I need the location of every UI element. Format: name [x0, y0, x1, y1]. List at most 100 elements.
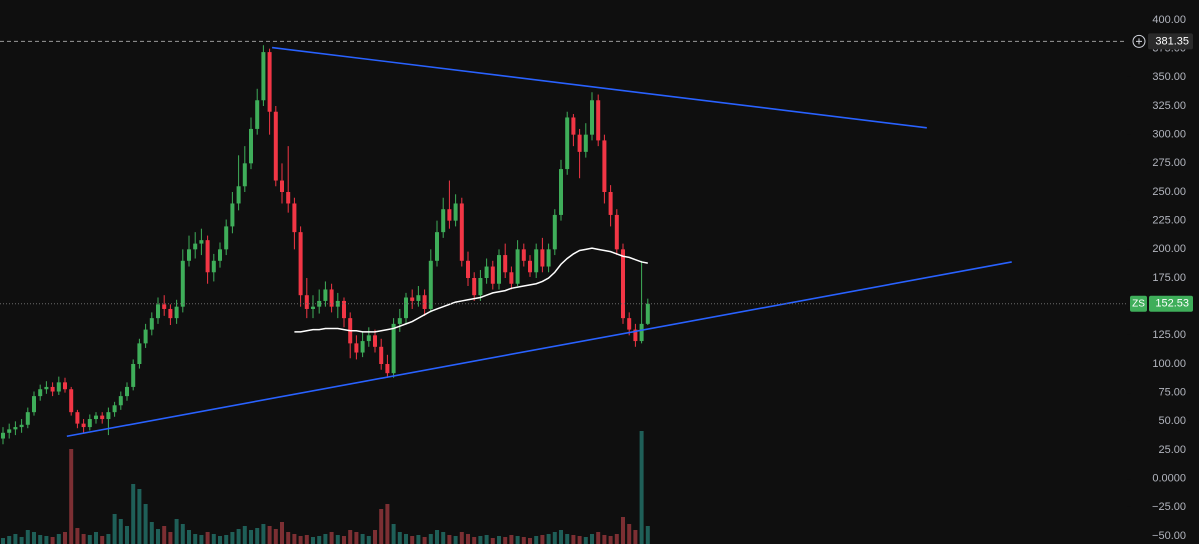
candle-body: [478, 278, 483, 296]
y-tick-label: 275.00: [1152, 157, 1186, 169]
volume-bar: [13, 534, 18, 544]
last-price-tag: [1149, 295, 1193, 312]
volume-bar: [466, 534, 470, 544]
volume-bar: [242, 526, 247, 544]
volume-bar: [273, 529, 278, 544]
volume-bar: [137, 489, 142, 544]
y-tick-label: 0.0000: [1152, 473, 1186, 485]
candle-body: [100, 415, 105, 420]
candle-body: [149, 318, 154, 330]
volume-bar: [484, 535, 489, 544]
volume-bar: [459, 532, 464, 544]
y-tick-label: 100.00: [1152, 358, 1186, 370]
candle-body: [614, 214, 619, 250]
volume-bar: [87, 535, 92, 544]
volume-bar: [366, 536, 371, 544]
candle-body: [509, 272, 514, 284]
volume-bar: [298, 536, 303, 544]
y-tick-label: 400.00: [1152, 14, 1186, 26]
volume-bar: [199, 535, 204, 544]
candle-body: [521, 249, 526, 261]
candle-body: [19, 424, 24, 428]
candle-body: [602, 140, 607, 192]
volume-bar: [428, 534, 433, 544]
volume-bar: [267, 526, 272, 544]
candle-body: [38, 389, 43, 397]
volume-bar: [81, 534, 86, 544]
candle-body: [335, 300, 340, 307]
candle-body: [261, 52, 266, 101]
candle-body: [56, 382, 61, 392]
candle-body: [379, 346, 384, 364]
volume-bar: [69, 449, 74, 544]
volume-bar: [1, 538, 5, 544]
candle-body: [453, 203, 458, 221]
volume-bar: [224, 535, 229, 544]
candle-body: [360, 341, 365, 353]
candle-body: [218, 249, 222, 261]
candle-body: [422, 295, 427, 309]
candle-body: [224, 226, 229, 250]
candle-body: [87, 419, 92, 428]
volume-bar: [602, 535, 607, 544]
y-tick-label: 75.00: [1158, 387, 1186, 399]
symbol-label: ZS: [1132, 298, 1145, 309]
volume-bar: [118, 519, 123, 544]
volume-bar: [286, 532, 291, 544]
volume-bar: [143, 504, 148, 544]
candle-body: [639, 323, 644, 342]
volume-bar: [156, 529, 160, 544]
candle-body: [596, 100, 601, 141]
volume-bar: [614, 534, 619, 544]
candle-body: [540, 249, 545, 267]
candle-body: [627, 318, 632, 330]
candle-body: [242, 163, 247, 187]
volume-bar: [106, 534, 111, 544]
volume-bar: [590, 534, 594, 544]
candle-body: [317, 300, 322, 307]
volume-bar: [645, 526, 650, 544]
candle-body: [50, 386, 55, 392]
trendline: [271, 46, 927, 129]
candle-body: [342, 300, 346, 319]
volume-bar: [94, 532, 98, 544]
volume-bar: [19, 537, 24, 544]
volume-bar: [255, 528, 260, 544]
volume-bar: [583, 537, 588, 544]
volume-bar: [44, 536, 49, 544]
candle-body: [174, 306, 179, 319]
candle-body: [205, 240, 210, 273]
candle-body: [118, 396, 123, 406]
candle-body: [447, 209, 452, 221]
volume-bar: [317, 536, 322, 544]
candle-body: [199, 240, 204, 244]
volume-bar: [230, 532, 235, 544]
candle-body: [608, 192, 613, 215]
volume-bar: [410, 536, 415, 544]
candle-body: [304, 295, 309, 309]
volume-bar: [249, 530, 253, 544]
volume-bar: [534, 536, 539, 544]
volume-bar: [56, 534, 61, 544]
y-tick-label: 125.00: [1152, 329, 1186, 341]
volume-bar: [528, 538, 532, 544]
candle-body: [75, 412, 80, 424]
volume-bar: [75, 528, 80, 544]
volume-bar: [546, 534, 551, 544]
candle-body: [25, 412, 30, 425]
volume-bar: [342, 536, 346, 544]
candle-body: [298, 232, 303, 296]
candle-body: [292, 203, 297, 233]
volume-bar: [397, 532, 402, 544]
candle-body: [255, 100, 260, 129]
candle-body: [441, 209, 446, 233]
add-icon-plus: [1136, 38, 1142, 45]
candle-body: [484, 266, 489, 278]
volume-bar: [453, 536, 458, 544]
volume-bar: [472, 537, 477, 544]
candle-body: [106, 412, 111, 420]
candle-body: [125, 386, 129, 397]
volume-bar: [162, 526, 167, 544]
candle-body: [577, 134, 582, 152]
symbol-tag: [1130, 295, 1147, 312]
